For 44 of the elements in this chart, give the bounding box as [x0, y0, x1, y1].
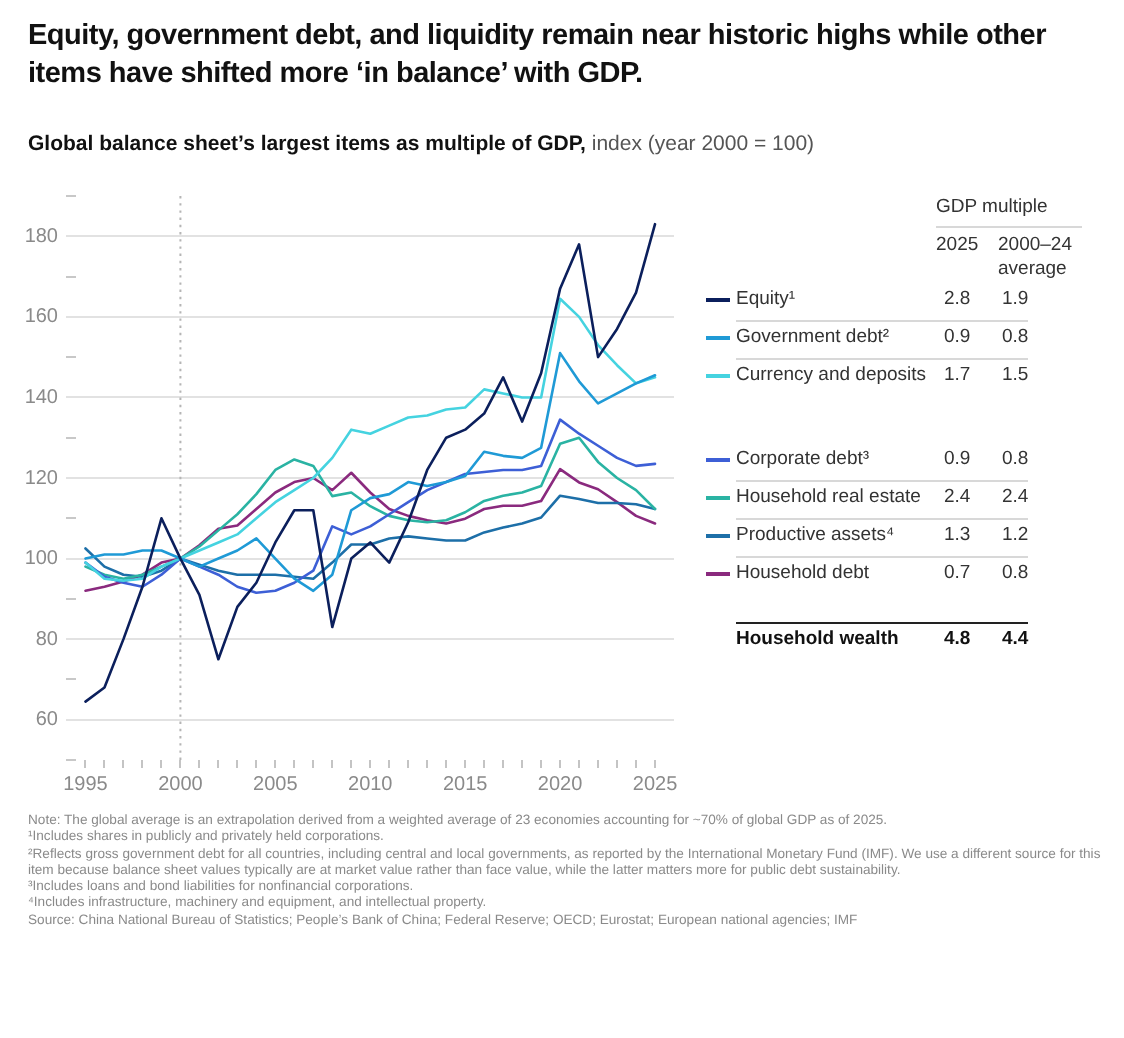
- text: 2.4: [1002, 486, 1029, 511]
- text: 2.4: [944, 486, 971, 511]
- legend-label: Government debt²: [736, 326, 890, 350]
- y-tick-label: 100: [24, 548, 59, 571]
- text: 1.5: [1002, 364, 1029, 388]
- y-tick-label: 160: [24, 306, 59, 329]
- text: 1.2: [1002, 524, 1029, 549]
- text: 2.8: [944, 288, 971, 312]
- x-tick-label: 2025: [632, 773, 679, 796]
- text: 0.8: [1002, 562, 1029, 587]
- x-tick-label: 1995: [63, 773, 109, 796]
- text: 0.9: [944, 326, 971, 350]
- legend-label: Equity¹: [736, 288, 796, 312]
- text: 0.8: [1002, 448, 1029, 473]
- x-tick-label: 2000: [158, 773, 204, 796]
- text: 0.8: [1002, 326, 1029, 350]
- y-tick-label: 120: [24, 467, 59, 490]
- text: 1.3: [944, 524, 971, 549]
- chart-title: Equity, government debt, and liquidity remain near historic highs while other items have shifted more ‘in balance’ with GDP.: [28, 18, 1048, 94]
- legend-label: Corporate debt³: [736, 448, 870, 473]
- legend-label: Productive assets⁴: [736, 524, 895, 549]
- text: 1.9: [1002, 288, 1029, 312]
- text: Household wealth: [736, 628, 899, 652]
- text: 2000–24 average: [998, 233, 1074, 282]
- y-tick-label: 180: [24, 225, 59, 248]
- text: 2025: [936, 233, 979, 258]
- text: 4.8: [944, 628, 971, 652]
- x-tick-label: 2015: [442, 773, 489, 796]
- chart-subtitle: Global balance sheet’s largest items as multiple of GDP,: [28, 132, 586, 156]
- legend-label: Currency and deposits: [736, 364, 927, 388]
- x-tick-label: 2010: [348, 773, 394, 796]
- text: 0.7: [944, 562, 971, 587]
- x-tick-label: 2020: [537, 773, 584, 796]
- y-axis-title: index (year 2000 = 100): [591, 132, 815, 156]
- text: 1.7: [944, 364, 971, 388]
- text: 4.4: [1002, 628, 1029, 652]
- text: GDP multiple: [936, 196, 1048, 220]
- y-tick-label: 140: [24, 386, 59, 409]
- legend-label: Household debt: [736, 562, 870, 587]
- y-tick-label: 60: [35, 709, 59, 732]
- y-tick-label: 80: [35, 628, 59, 651]
- text: 0.9: [944, 448, 971, 473]
- legend-label: Household real estate: [736, 486, 921, 511]
- x-tick-label: 2005: [253, 773, 299, 796]
